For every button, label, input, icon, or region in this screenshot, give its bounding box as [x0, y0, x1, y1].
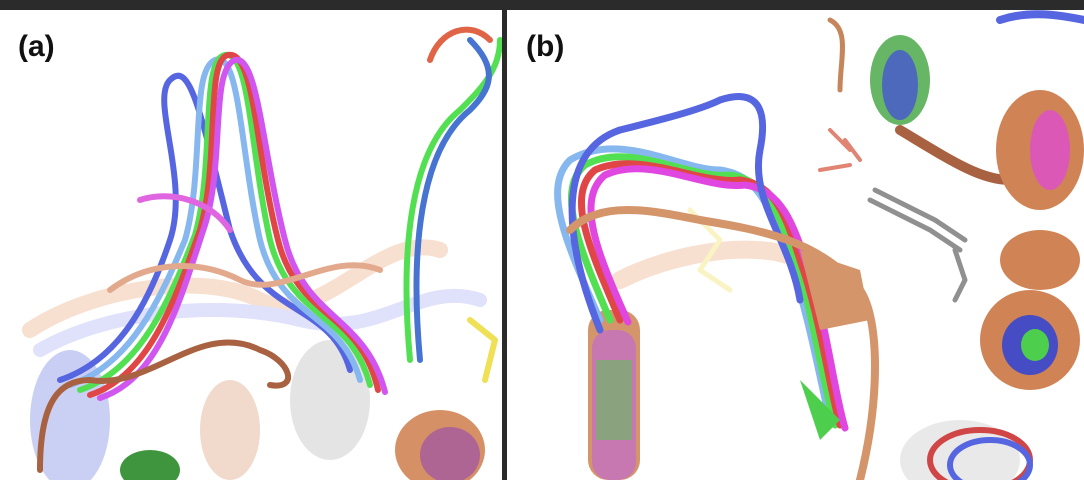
panel-label: (a): [18, 30, 55, 63]
panel-label: (b): [526, 30, 564, 63]
top-border: [0, 0, 1084, 10]
panel-a-structure: [22, 26, 503, 480]
panel-divider: [502, 0, 507, 480]
panel-b-structure: [554, 10, 1084, 480]
